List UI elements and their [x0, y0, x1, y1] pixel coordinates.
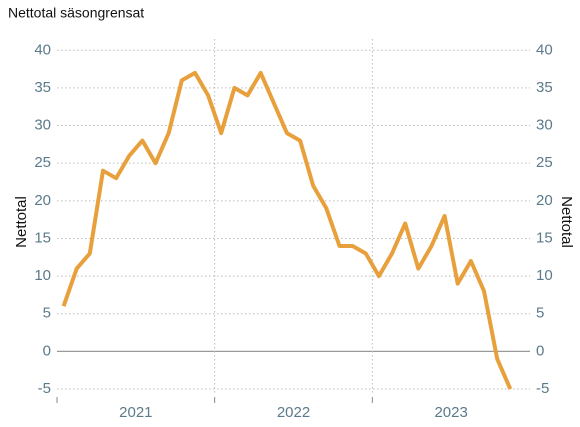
- y-tick-label: 10: [34, 267, 51, 284]
- x-tick-label: 2021: [119, 404, 152, 421]
- chart-title: Nettotal säsongrensat: [8, 5, 144, 21]
- x-tick-label: 2022: [277, 404, 310, 421]
- y-tick-label: -5: [38, 380, 51, 397]
- y-tick-label: 35: [34, 79, 51, 96]
- line: [61, 70, 513, 390]
- y-tick-label: 0: [43, 342, 51, 359]
- y2-tick-label: 5: [536, 305, 544, 322]
- y2-tick-label: 25: [536, 154, 553, 171]
- y-tick-label: 20: [34, 192, 51, 209]
- x-tick-label: 2023: [434, 404, 467, 421]
- y2-tick-label: 10: [536, 267, 553, 284]
- y2-tick-label: 0: [536, 342, 544, 359]
- y2-tick-label: 40: [536, 41, 553, 58]
- y-tick-label: 15: [34, 229, 51, 246]
- y2-tick-label: 35: [536, 79, 553, 96]
- y2-tick-label: -5: [536, 380, 549, 397]
- y2-axis-label: Nettotal: [558, 196, 575, 248]
- y-tick-label: 30: [34, 117, 51, 134]
- y2-tick-label: 30: [536, 117, 553, 134]
- y-tick-label: 25: [34, 154, 51, 171]
- y-tick-label: 40: [34, 41, 51, 58]
- y2-tick-label: 20: [536, 192, 553, 209]
- y-tick-label: 5: [43, 305, 51, 322]
- y2-tick-label: 15: [536, 229, 553, 246]
- y-axis-label: Nettotal: [13, 196, 30, 248]
